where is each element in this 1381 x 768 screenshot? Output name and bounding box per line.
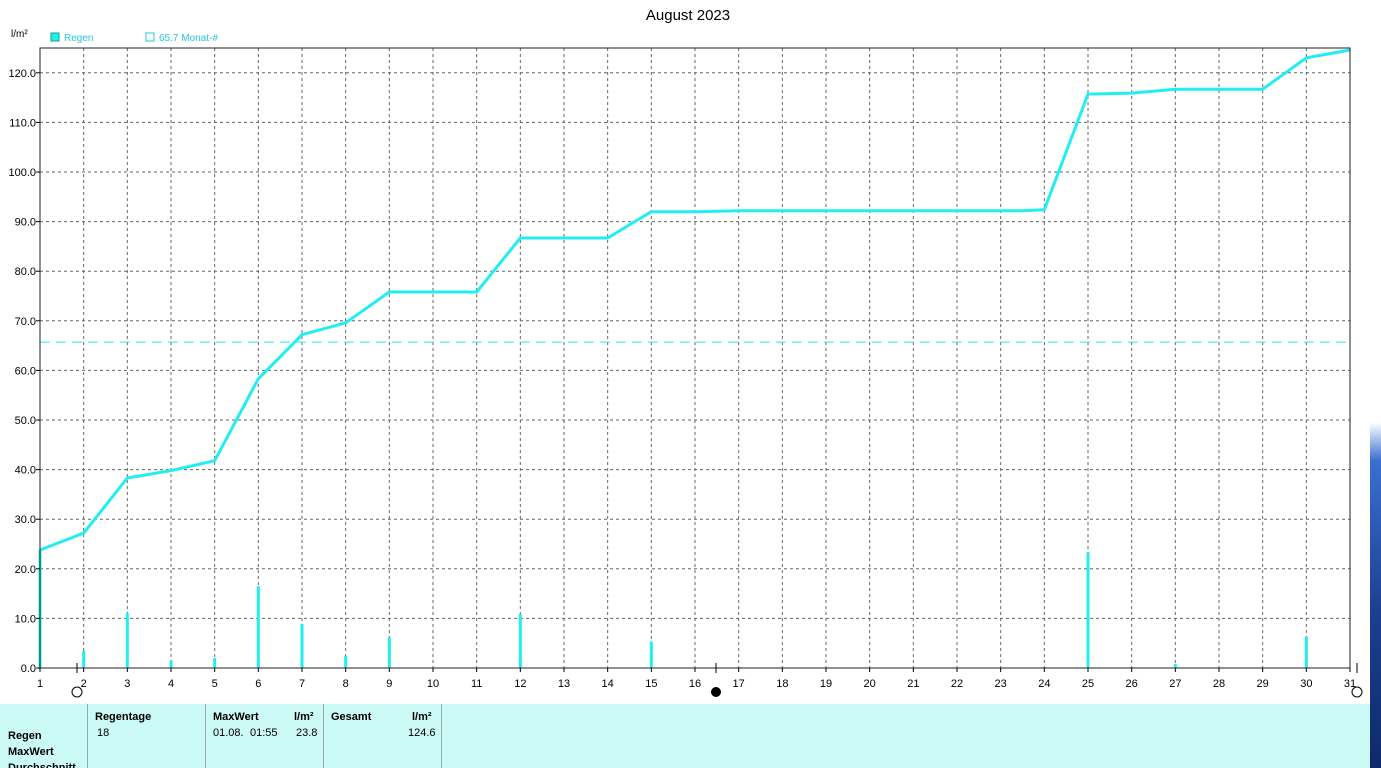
daily-rain-bar: [1086, 552, 1090, 668]
x-tick-label: 2: [81, 678, 87, 690]
daily-rain-bar: [649, 641, 653, 668]
x-tick-label: 28: [1213, 678, 1225, 690]
x-tick-label: 8: [343, 678, 349, 690]
grid: [40, 48, 1350, 668]
maxwert-date: 01.08.: [213, 727, 244, 739]
x-tick-label: 22: [951, 678, 963, 690]
x-tick-label: 13: [558, 678, 570, 690]
stats-col-regentage: Regentage 18: [87, 704, 206, 768]
legend-regen-swatch: [50, 32, 60, 42]
cumulative-rain-line: [39, 48, 1351, 552]
y-tick-label: 30.0: [15, 514, 36, 526]
axis-labels: 0.0 10.0 20.0 30.0 40.0 50.0 60.0 70.0 80.0 90.0 1…: [8, 68, 1356, 690]
stats-row-label: Durchschnitt: [8, 762, 76, 768]
x-tick-label: 19: [820, 678, 832, 690]
maxwert-value: 23.8: [296, 727, 318, 739]
y-tick-label: 20.0: [15, 564, 36, 576]
x-tick-label: 5: [212, 678, 218, 690]
y-tick-label: 50.0: [15, 415, 36, 427]
stats-col-divider: [441, 704, 443, 768]
stats-col-gesamt: Gesamt l/m² 124.6: [323, 704, 442, 768]
x-tick-label: 23: [995, 678, 1007, 690]
y-tick-label: 90.0: [15, 217, 36, 229]
maxwert-unit: l/m²: [294, 711, 314, 723]
daily-rain-bar: [300, 623, 304, 668]
stats-row-label: Regen: [8, 730, 42, 742]
x-tick-label: 24: [1038, 678, 1050, 690]
x-tick-label: 21: [907, 678, 919, 690]
daily-rain-bar: [213, 658, 217, 668]
x-tick-label: 15: [645, 678, 657, 690]
bar-layer: [38, 549, 1308, 669]
new-moon-icon: [711, 687, 721, 697]
y-tick-label: 80.0: [15, 266, 36, 278]
regentage-header: Regentage: [95, 711, 152, 723]
y-tick-label: 120.0: [8, 68, 36, 80]
x-tick-label: 12: [514, 678, 526, 690]
daily-rain-bar: [256, 586, 260, 668]
x-tick-label: 11: [471, 678, 482, 690]
gesamt-header: Gesamt: [331, 711, 372, 723]
x-tick-label: 3: [124, 678, 130, 690]
daily-rain-bar: [169, 660, 173, 668]
y-tick-label: 40.0: [15, 465, 36, 477]
x-tick-label: 25: [1082, 678, 1094, 690]
daily-rain-bar: [125, 612, 129, 668]
legend-regen-label: Regen: [64, 33, 93, 44]
x-tick-label: 29: [1257, 678, 1269, 690]
daily-rain-bar: [82, 651, 86, 668]
x-tick-label: 27: [1169, 678, 1181, 690]
window-edge: [1370, 0, 1381, 768]
stats-col-maxwert: MaxWert l/m² 01.08. 01:55 23.8: [205, 704, 324, 768]
x-tick-label: 26: [1126, 678, 1138, 690]
line-layer: [39, 48, 1351, 552]
y-tick-label: 60.0: [15, 365, 36, 377]
daily-rain-bar: [387, 637, 391, 668]
maxwert-header: MaxWert: [213, 711, 259, 723]
legend-monat-swatch: [145, 32, 155, 42]
x-tick-label: 18: [776, 678, 788, 690]
x-tick-label: 14: [602, 678, 614, 690]
full-moon-icon: [71, 686, 83, 698]
x-tick-label: 10: [427, 678, 439, 690]
stats-panel: Regen MaxWert Durchschnitt Regentage 18 …: [0, 704, 1370, 768]
daily-rain-bar: [344, 656, 348, 668]
x-tick-label: 16: [689, 678, 701, 690]
moon-markers: [71, 663, 1363, 698]
x-tick-label: 7: [299, 678, 305, 690]
x-tick-label: 4: [168, 678, 174, 690]
maxwert-time: 01:55: [250, 727, 278, 739]
full-moon-icon: [1351, 686, 1363, 698]
x-tick-label: 31: [1344, 678, 1356, 690]
daily-rain-bar: [518, 613, 522, 668]
y-tick-label: 0.0: [21, 663, 36, 675]
chart-title: August 2023: [646, 7, 730, 24]
rain-chart: August 2023 l/m² Regen 65.7 Monat-# 0.01…: [8, 7, 1363, 698]
y-tick-label: 70.0: [15, 316, 36, 328]
y-tick-label: 100.0: [8, 167, 36, 179]
y-axis-unit: l/m²: [11, 29, 28, 40]
stats-row-labels: Regen MaxWert Durchschnitt: [8, 728, 76, 768]
gesamt-value: 124.6: [408, 727, 436, 739]
regentage-value: 18: [97, 727, 110, 739]
legend: Regen 65.7 Monat-#: [50, 32, 218, 44]
daily-rain-bar: [1304, 636, 1308, 668]
y-tick-label: 110.0: [9, 117, 36, 129]
y-tick-label: 10.0: [15, 613, 36, 625]
stats-row-label: MaxWert: [8, 746, 54, 758]
x-tick-label: 6: [255, 678, 261, 690]
x-tick-label: 20: [864, 678, 876, 690]
legend-monat-label: 65.7 Monat-#: [159, 33, 218, 44]
x-tick-label: 17: [733, 678, 745, 690]
x-tick-label: 30: [1300, 678, 1312, 690]
gesamt-unit: l/m²: [412, 711, 432, 723]
daily-rain-bar: [1173, 664, 1177, 668]
x-tick-label: 9: [386, 678, 392, 690]
x-tick-label: 1: [37, 678, 43, 690]
